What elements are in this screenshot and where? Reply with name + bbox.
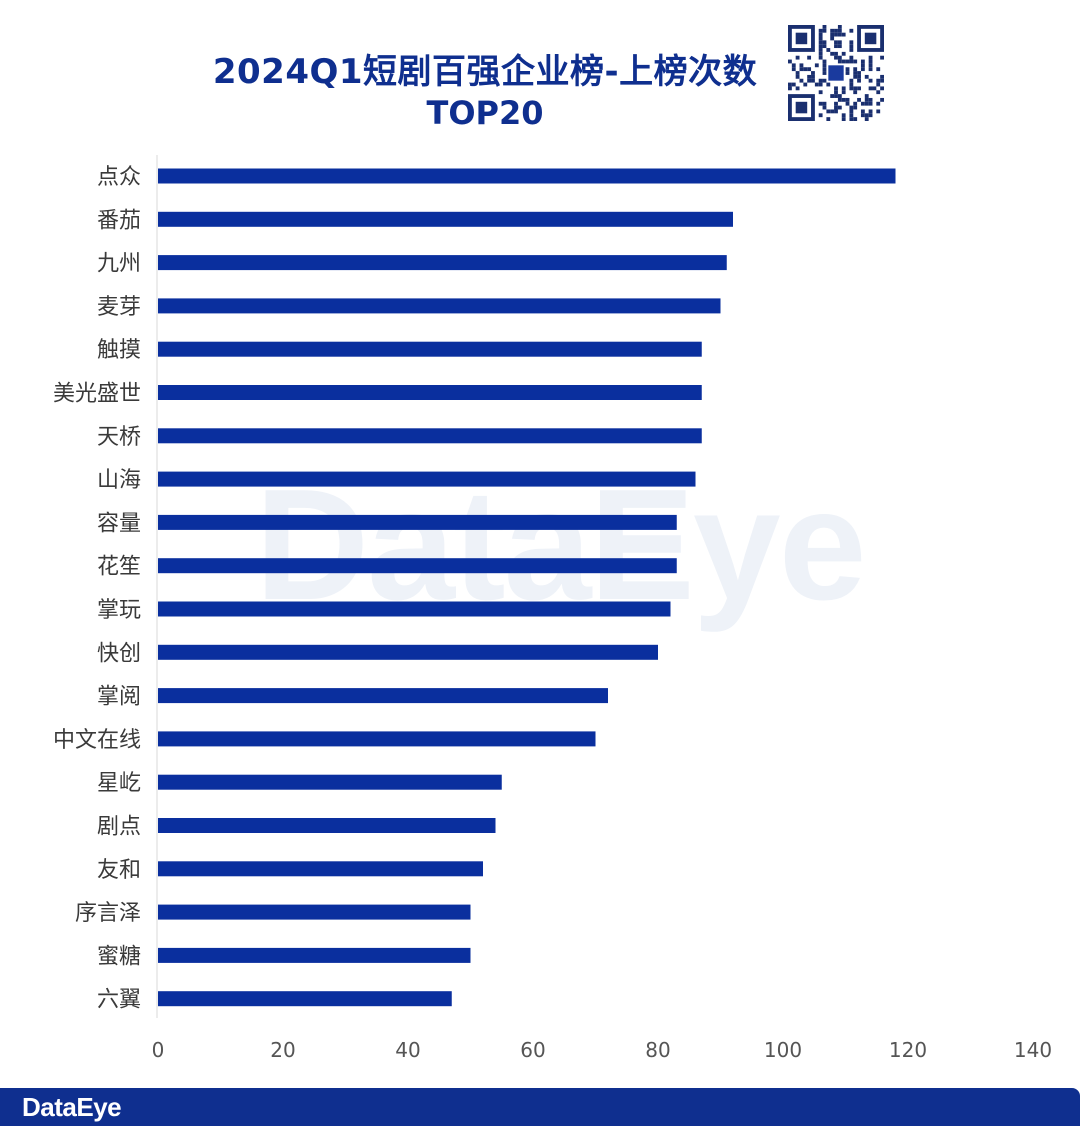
bar bbox=[158, 947, 471, 963]
category-label: 番茄 bbox=[97, 208, 141, 233]
category-label: 麦芽 bbox=[97, 295, 141, 320]
category-label: 掌玩 bbox=[97, 598, 141, 623]
bar-chart: 点众番茄九州麦芽触摸美光盛世天桥山海容量花笙掌玩快创掌阅中文在线星屹剧点友和序言… bbox=[53, 155, 1052, 1062]
x-tick-label: 140 bbox=[1014, 1038, 1052, 1062]
category-label: 天桥 bbox=[97, 425, 141, 450]
bar bbox=[158, 168, 896, 184]
bar bbox=[158, 774, 502, 790]
qr-code bbox=[788, 25, 884, 121]
bar bbox=[158, 601, 671, 617]
footer-bar: DataEye bbox=[0, 1088, 1080, 1126]
chart-subtitle: TOP20 bbox=[426, 94, 544, 132]
bar bbox=[158, 904, 471, 920]
category-label: 点众 bbox=[97, 165, 141, 190]
bar bbox=[158, 818, 496, 833]
x-tick-label: 40 bbox=[395, 1038, 420, 1062]
x-tick-label: 60 bbox=[520, 1038, 545, 1062]
bar bbox=[158, 385, 702, 400]
category-label: 美光盛世 bbox=[53, 382, 141, 407]
bar bbox=[158, 211, 733, 227]
bar bbox=[158, 644, 658, 660]
category-label: 触摸 bbox=[97, 338, 141, 363]
chart-title: 2024Q1短剧百强企业榜-上榜次数 bbox=[212, 52, 758, 92]
category-label: 剧点 bbox=[97, 815, 141, 840]
bar bbox=[158, 558, 677, 574]
category-label: 友和 bbox=[97, 858, 141, 883]
bar bbox=[158, 991, 452, 1007]
category-label: 快创 bbox=[97, 641, 141, 666]
bar bbox=[158, 861, 483, 877]
x-tick-label: 0 bbox=[152, 1038, 165, 1062]
bar bbox=[158, 731, 596, 747]
footer-logo: DataEye bbox=[22, 1092, 122, 1122]
category-label: 蜜糖 bbox=[97, 944, 141, 969]
x-tick-label: 100 bbox=[764, 1038, 802, 1062]
bar bbox=[158, 514, 677, 530]
category-label: 容量 bbox=[97, 511, 141, 536]
category-label: 六翼 bbox=[97, 988, 141, 1013]
x-tick-label: 20 bbox=[270, 1038, 295, 1062]
bar bbox=[158, 688, 608, 704]
x-tick-label: 120 bbox=[889, 1038, 927, 1062]
category-label: 山海 bbox=[97, 468, 141, 493]
category-label: 掌阅 bbox=[97, 685, 141, 710]
category-label: 花笙 bbox=[97, 555, 141, 580]
category-label: 中文在线 bbox=[53, 728, 141, 753]
x-tick-label: 80 bbox=[645, 1038, 670, 1062]
bar bbox=[158, 341, 702, 357]
category-label: 九州 bbox=[97, 252, 141, 277]
qr-center-logo bbox=[828, 65, 844, 81]
category-label: 序言泽 bbox=[75, 901, 141, 926]
bar bbox=[158, 471, 696, 487]
bar bbox=[158, 298, 721, 314]
bar bbox=[158, 255, 727, 271]
category-label: 星屹 bbox=[97, 771, 141, 796]
bar bbox=[158, 428, 702, 444]
